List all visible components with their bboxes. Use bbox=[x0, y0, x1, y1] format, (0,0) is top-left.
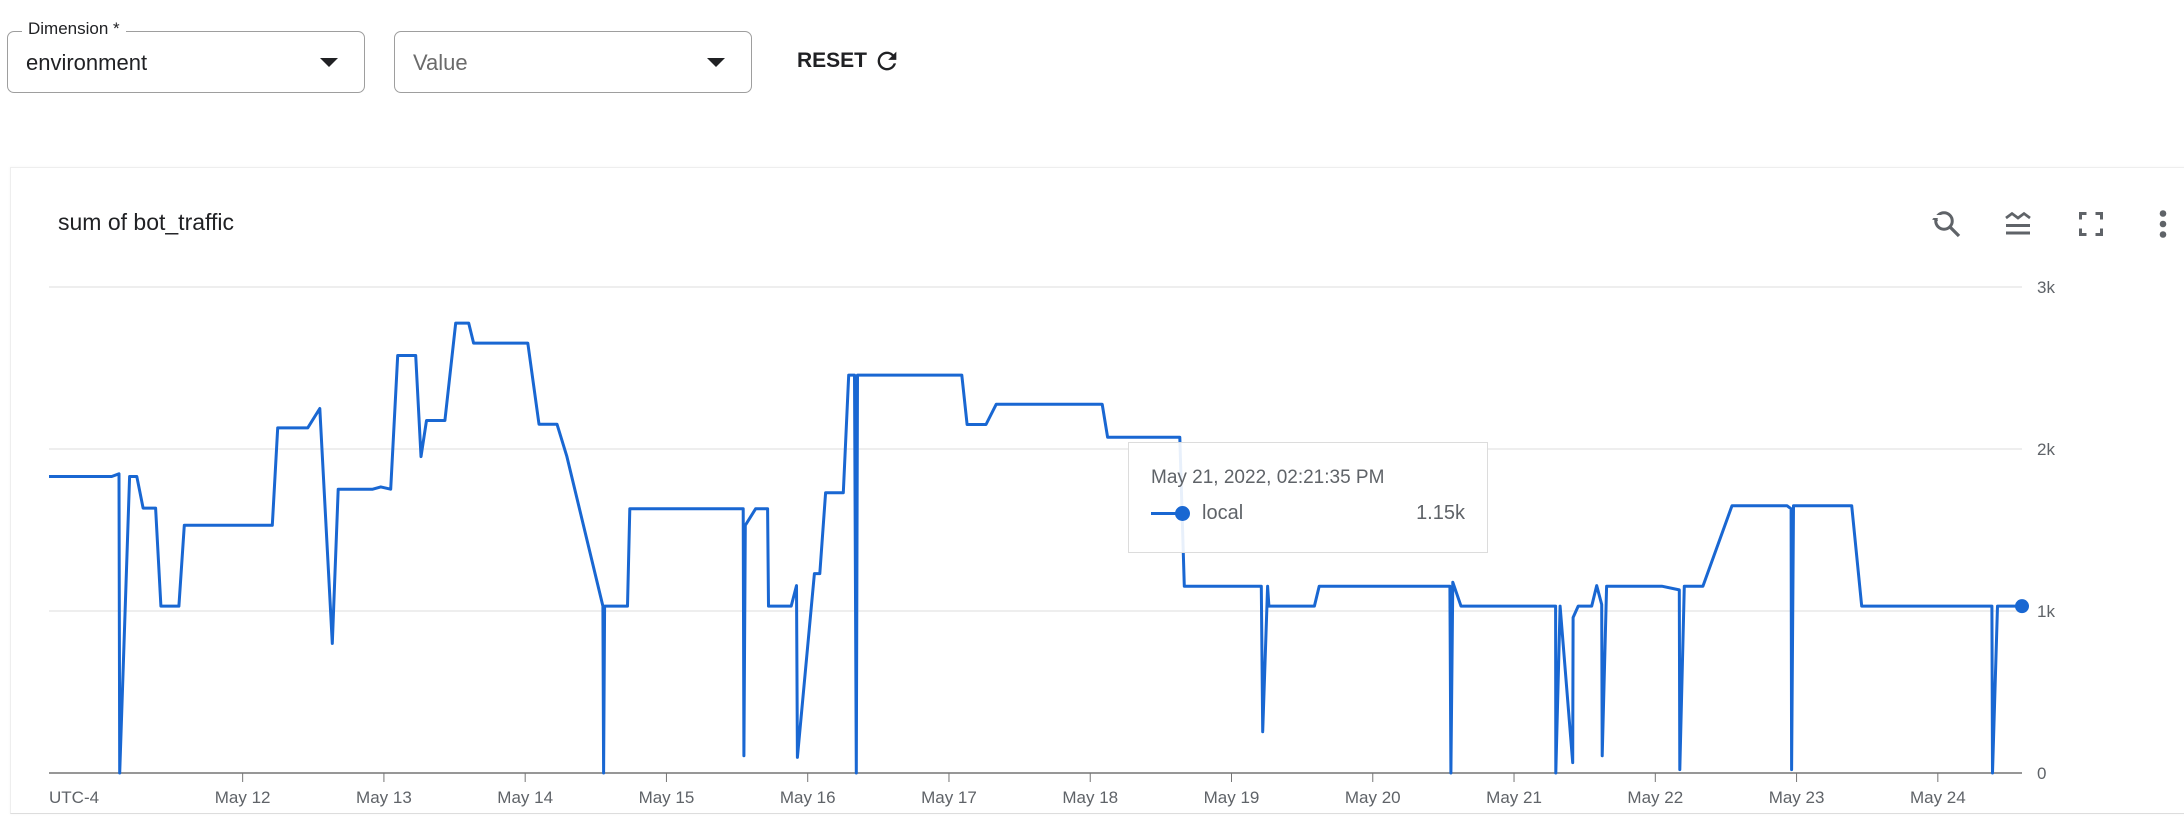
more-vert-icon[interactable] bbox=[2145, 206, 2181, 242]
x-tick-label: May 24 bbox=[1910, 788, 1966, 807]
x-tick-label: May 14 bbox=[497, 788, 553, 807]
chart-title: sum of bot_traffic bbox=[58, 209, 234, 235]
y-tick-label: 0 bbox=[2037, 764, 2046, 783]
tooltip-series-name: local bbox=[1202, 502, 1244, 524]
timezone-label: UTC-4 bbox=[49, 788, 99, 807]
chart-card bbox=[10, 167, 2184, 814]
y-tick-label: 3k bbox=[2037, 278, 2055, 297]
hover-point-marker bbox=[2015, 599, 2029, 614]
fullscreen-icon[interactable] bbox=[2073, 206, 2109, 242]
dropdown-caret-icon bbox=[320, 58, 338, 67]
x-tick-label: May 13 bbox=[356, 788, 412, 807]
x-tick-label: May 17 bbox=[921, 788, 977, 807]
reset-label: RESET bbox=[797, 49, 868, 72]
value-select[interactable]: Value bbox=[394, 31, 752, 93]
dimension-label: Dimension * bbox=[22, 19, 126, 39]
x-tick-label: May 19 bbox=[1204, 788, 1260, 807]
x-tick-label: May 22 bbox=[1627, 788, 1683, 807]
dimension-select[interactable]: Dimension * environment bbox=[7, 19, 365, 93]
x-tick-label: May 12 bbox=[215, 788, 271, 807]
x-tick-label: May 21 bbox=[1486, 788, 1542, 807]
x-tick-label: May 15 bbox=[639, 788, 695, 807]
tooltip-date: May 21, 2022, 02:21:35 PM bbox=[1151, 467, 1385, 488]
series-line-local bbox=[49, 321, 2022, 775]
dimension-value: environment bbox=[26, 50, 148, 75]
legend-line-icon bbox=[1151, 512, 1179, 515]
line-style-icon[interactable] bbox=[2000, 206, 2036, 242]
dropdown-caret-icon bbox=[707, 58, 725, 67]
x-tick-label: May 18 bbox=[1062, 788, 1118, 807]
chart-tooltip: May 21, 2022, 02:21:35 PM local 1.15k bbox=[1128, 442, 1488, 553]
legend-dot-icon bbox=[1175, 506, 1190, 521]
x-tick-label: May 16 bbox=[780, 788, 836, 807]
reset-zoom-icon[interactable] bbox=[1929, 206, 1965, 242]
reset-button[interactable]: RESET bbox=[797, 47, 901, 75]
y-tick-label: 1k bbox=[2037, 602, 2055, 621]
x-tick-label: May 23 bbox=[1769, 788, 1825, 807]
x-tick-label: May 20 bbox=[1345, 788, 1401, 807]
tooltip-value: 1.15k bbox=[1416, 502, 1465, 524]
value-placeholder: Value bbox=[413, 50, 468, 75]
y-tick-label: 2k bbox=[2037, 440, 2055, 459]
